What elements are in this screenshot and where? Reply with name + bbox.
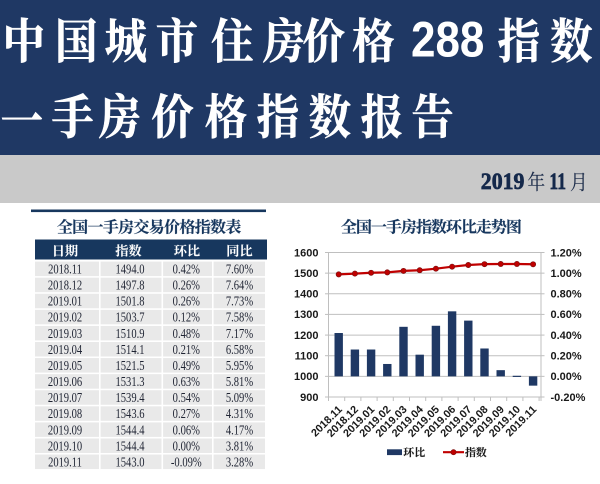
svg-text:7.17%: 7.17% xyxy=(226,326,253,341)
svg-text:1539.4: 1539.4 xyxy=(115,390,144,405)
svg-text:1000: 1000 xyxy=(294,371,318,383)
svg-text:1494.0: 1494.0 xyxy=(115,261,144,276)
svg-text:1.00%: 1.00% xyxy=(551,268,582,280)
svg-text:-0.20%: -0.20% xyxy=(551,392,586,404)
svg-text:2019.03: 2019.03 xyxy=(48,326,82,341)
svg-text:1300: 1300 xyxy=(294,309,318,321)
svg-text:1514.1: 1514.1 xyxy=(115,342,144,357)
svg-text:1531.3: 1531.3 xyxy=(115,374,144,389)
svg-text:4.17%: 4.17% xyxy=(226,422,253,437)
svg-text:2019.04: 2019.04 xyxy=(48,342,82,357)
svg-text:0.54%: 0.54% xyxy=(173,390,200,405)
svg-text:1500: 1500 xyxy=(294,268,318,280)
svg-text:1100: 1100 xyxy=(295,351,319,363)
svg-text:2019.02: 2019.02 xyxy=(48,310,82,325)
svg-text:0.06%: 0.06% xyxy=(173,422,200,437)
svg-text:2019.08: 2019.08 xyxy=(48,406,82,421)
svg-text:2019.09: 2019.09 xyxy=(48,422,82,437)
svg-text:900: 900 xyxy=(300,392,318,404)
svg-text:0.00%: 0.00% xyxy=(551,371,582,383)
svg-text:1503.7: 1503.7 xyxy=(115,310,144,325)
svg-text:7.73%: 7.73% xyxy=(226,293,253,308)
svg-text:6.58%: 6.58% xyxy=(226,342,253,357)
svg-text:0.26%: 0.26% xyxy=(173,277,200,292)
svg-text:2019: 2019 xyxy=(481,169,525,194)
svg-text:0.63%: 0.63% xyxy=(173,374,200,389)
svg-text:0.26%: 0.26% xyxy=(173,293,200,308)
svg-text:2019.07: 2019.07 xyxy=(48,390,82,405)
svg-text:2018.11: 2018.11 xyxy=(48,261,82,276)
svg-text:1510.9: 1510.9 xyxy=(115,326,144,341)
svg-text:3.28%: 3.28% xyxy=(226,454,253,469)
svg-text:0.48%: 0.48% xyxy=(173,326,200,341)
svg-text:2019.11: 2019.11 xyxy=(48,454,82,469)
svg-text:1501.8: 1501.8 xyxy=(115,293,144,308)
svg-text:0.12%: 0.12% xyxy=(173,310,200,325)
svg-text:1200: 1200 xyxy=(294,330,318,342)
svg-text:2019.05: 2019.05 xyxy=(48,358,82,373)
svg-text:0.20%: 0.20% xyxy=(551,351,582,363)
svg-text:2018.12: 2018.12 xyxy=(48,277,82,292)
svg-text:1497.8: 1497.8 xyxy=(115,277,144,292)
svg-text:1.20%: 1.20% xyxy=(551,247,582,259)
svg-text:5.81%: 5.81% xyxy=(226,374,253,389)
svg-text:1544.4: 1544.4 xyxy=(115,438,144,453)
svg-text:11: 11 xyxy=(549,169,566,194)
svg-text:1400: 1400 xyxy=(294,289,318,301)
svg-text:7.60%: 7.60% xyxy=(226,261,253,276)
svg-text:-0.09%: -0.09% xyxy=(171,454,202,469)
svg-text:0.40%: 0.40% xyxy=(551,330,582,342)
svg-text:0.42%: 0.42% xyxy=(173,261,200,276)
svg-text:5.95%: 5.95% xyxy=(226,358,253,373)
svg-text:0.60%: 0.60% xyxy=(551,309,582,321)
svg-text:1543.6: 1543.6 xyxy=(115,406,144,421)
svg-text:2019.01: 2019.01 xyxy=(48,293,82,308)
svg-text:1543.0: 1543.0 xyxy=(115,454,144,469)
svg-text:3.81%: 3.81% xyxy=(226,438,253,453)
svg-text:7.58%: 7.58% xyxy=(226,310,253,325)
svg-text:288: 288 xyxy=(411,11,484,67)
svg-text:7.64%: 7.64% xyxy=(226,277,253,292)
svg-text:1521.5: 1521.5 xyxy=(115,358,144,373)
svg-text:0.49%: 0.49% xyxy=(173,358,200,373)
svg-text:1600: 1600 xyxy=(294,247,318,259)
svg-text:2019.10: 2019.10 xyxy=(48,438,82,453)
svg-text:0.27%: 0.27% xyxy=(173,406,200,421)
svg-text:0.00%: 0.00% xyxy=(173,438,200,453)
svg-text:0.21%: 0.21% xyxy=(173,342,200,357)
svg-text:1544.4: 1544.4 xyxy=(115,422,144,437)
svg-text:0.80%: 0.80% xyxy=(551,289,582,301)
svg-text:2019.06: 2019.06 xyxy=(48,374,82,389)
svg-text:5.09%: 5.09% xyxy=(226,390,253,405)
svg-text:4.31%: 4.31% xyxy=(226,406,253,421)
